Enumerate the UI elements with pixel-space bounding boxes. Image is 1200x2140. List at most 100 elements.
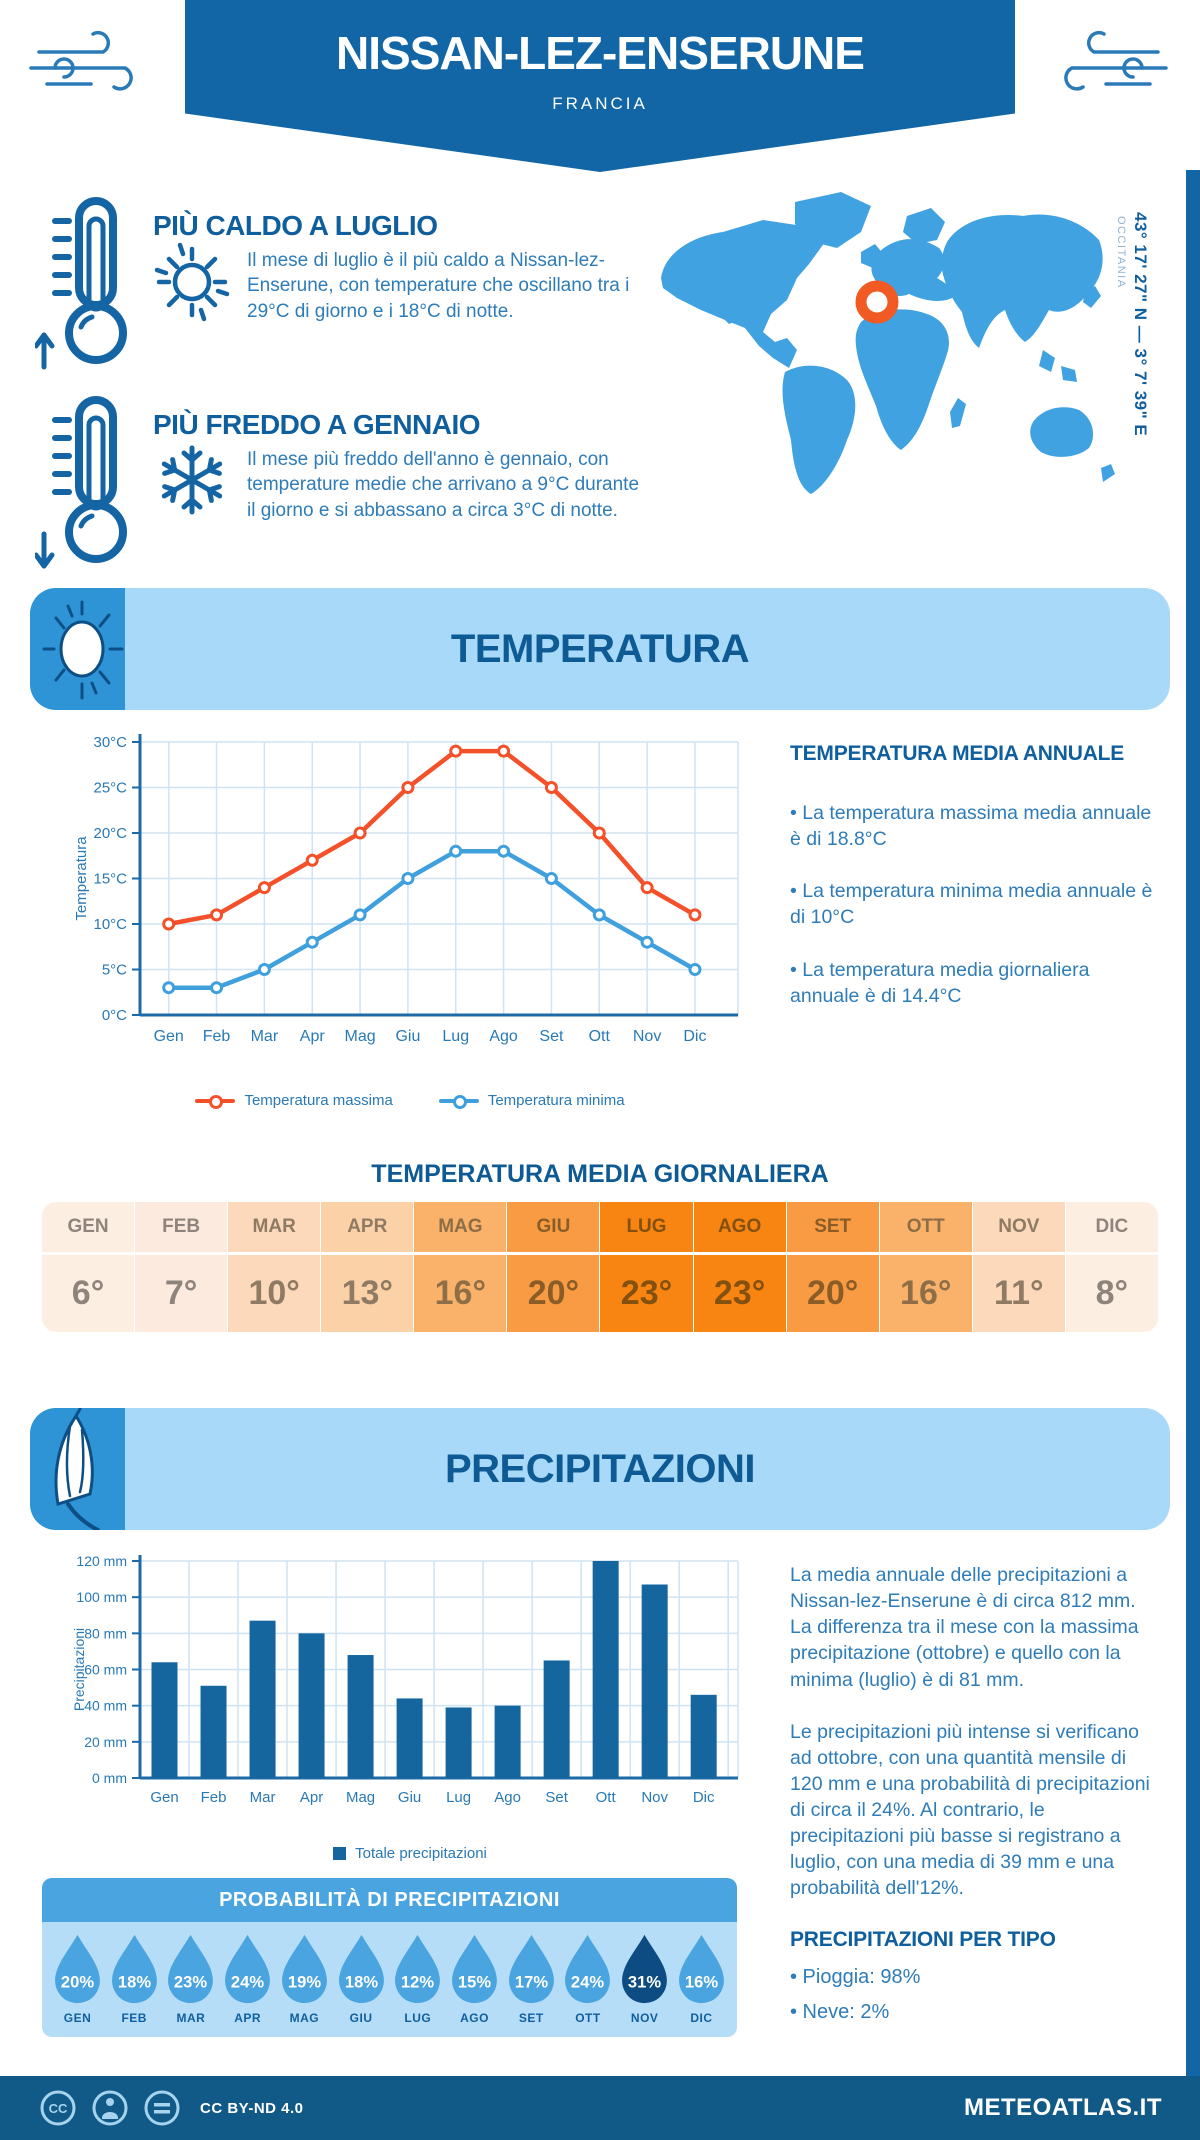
legend-item: Temperatura minima xyxy=(438,1092,625,1109)
table-value-cell: 23° xyxy=(600,1255,693,1332)
wind-icon xyxy=(1064,30,1168,91)
table-month-cell: AGO xyxy=(693,1202,786,1252)
sun-icon xyxy=(154,242,230,322)
svg-text:24%: 24% xyxy=(231,1973,264,1992)
raindrop-icon: 23% xyxy=(168,1934,214,2004)
raindrop-icon: 16% xyxy=(678,1934,724,2004)
svg-text:Ago: Ago xyxy=(489,1028,518,1045)
cold-text: Il mese più freddo dell'anno è gennaio, … xyxy=(247,449,640,521)
table-value-cell: 7° xyxy=(135,1255,228,1332)
warm-title: PIÙ CALDO A LUGLIO xyxy=(153,210,438,242)
probability-drop: 18% GIU xyxy=(334,1932,389,2025)
svg-text:12%: 12% xyxy=(401,1973,434,1992)
table-month-cell: GIU xyxy=(507,1202,600,1252)
probability-drop: 23% MAR xyxy=(163,1932,218,2025)
svg-text:18%: 18% xyxy=(118,1973,151,1992)
svg-text:Giu: Giu xyxy=(395,1028,420,1045)
probability-drop: 12% LUG xyxy=(390,1932,445,2025)
svg-text:Mag: Mag xyxy=(346,1789,375,1806)
probability-panel: PROBABILITÀ DI PRECIPITAZIONI 20% GEN 18% F… xyxy=(42,1878,737,2037)
table-month-cell: OTT xyxy=(879,1202,972,1252)
no-derivatives-icon xyxy=(144,2090,180,2126)
precipitation-chart-block: 0 mm 20 mm 40 mm 60 mm 80 mm 100 mm 120 mm Gen F… xyxy=(70,1543,750,1862)
warm-text: Il mese di luglio è il più caldo a Nissa… xyxy=(247,250,630,322)
svg-text:120 mm: 120 mm xyxy=(76,1553,127,1569)
svg-text:20%: 20% xyxy=(61,1973,94,1992)
page-subtitle: FRANCIA xyxy=(552,94,648,113)
coordinates-vertical: 43° 17' 27" N — 3° 7' 39" E OCCITANIA xyxy=(1112,212,1150,692)
svg-text:Ott: Ott xyxy=(589,1028,611,1045)
cc-icon: CC xyxy=(40,2090,76,2126)
header-banner: NISSAN-LEZ-ENSERUNE FRANCIA xyxy=(185,0,1015,172)
svg-text:15%: 15% xyxy=(458,1973,491,1992)
table-value-cell: 11° xyxy=(972,1255,1065,1332)
svg-text:Mar: Mar xyxy=(251,1028,279,1045)
svg-text:Dic: Dic xyxy=(683,1028,706,1045)
table-value-cell: 20° xyxy=(507,1255,600,1332)
temperature-section-banner: TEMPERATURA xyxy=(30,588,1170,710)
attribution-icon xyxy=(92,2090,128,2126)
raindrop-icon: 31% xyxy=(622,1934,668,2004)
precipitation-types-bullets: • Pioggia: 98% • Neve: 2% xyxy=(790,1964,1162,2026)
svg-text:18%: 18% xyxy=(345,1973,378,1992)
brand-label: METEOATLAS.IT xyxy=(963,2094,1162,2121)
annual-temperature-block: TEMPERATURA MEDIA ANNUALE • La temperatu… xyxy=(790,742,1162,1035)
table-month-cell: MAR xyxy=(228,1202,321,1252)
svg-text:16%: 16% xyxy=(685,1973,718,1992)
wind-icon xyxy=(29,30,133,91)
table-value-cell: 16° xyxy=(414,1255,507,1332)
svg-text:Apr: Apr xyxy=(300,1028,326,1045)
table-month-cell: MAG xyxy=(414,1202,507,1252)
raindrop-icon: 18% xyxy=(338,1934,384,2004)
svg-text:60 mm: 60 mm xyxy=(84,1662,127,1678)
cold-month-highlight: PIÙ FREDDO A GENNAIO Il mese più freddo … xyxy=(35,382,650,592)
precipitation-types-title: PRECIPITAZIONI PER TIPO xyxy=(790,1928,1056,1951)
table-month-cell: APR xyxy=(321,1202,414,1252)
umbrella-banner-icon-box xyxy=(30,1407,125,1532)
legend-item: Temperatura massima xyxy=(195,1092,393,1109)
svg-text:0 mm: 0 mm xyxy=(92,1770,127,1786)
raindrop-icon: 24% xyxy=(225,1934,271,2004)
table-value-cell: 6° xyxy=(42,1255,135,1332)
text-paragraph: Le precipitazioni più intense si verific… xyxy=(790,1720,1150,1900)
table-month-cell: SET xyxy=(786,1202,879,1252)
region-label: OCCITANIA xyxy=(1115,216,1127,289)
raindrop-icon: 19% xyxy=(281,1934,327,2004)
svg-text:Precipitazioni: Precipitazioni xyxy=(71,1628,87,1711)
svg-text:25°C: 25°C xyxy=(93,780,127,797)
raindrop-icon: 15% xyxy=(452,1934,497,2004)
thermometer-down-icon xyxy=(35,396,127,569)
svg-text:30°C: 30°C xyxy=(93,734,127,751)
temperature-section-title: TEMPERATURA xyxy=(450,626,750,671)
svg-text:15°C: 15°C xyxy=(93,871,127,888)
probability-drop: 18% FEB xyxy=(107,1932,162,2025)
probability-drop: 20% GEN xyxy=(50,1932,105,2025)
daily-average-table: GEN FEB MAR APR MAG GIU LUG AGO SET OTT NOV DIC 6° 7°… xyxy=(42,1202,1158,1332)
svg-text:20 mm: 20 mm xyxy=(84,1734,127,1750)
svg-text:0°C: 0°C xyxy=(102,1007,127,1024)
page-title: NISSAN-LEZ-ENSERUNE xyxy=(336,27,865,79)
svg-text:Nov: Nov xyxy=(641,1789,668,1806)
svg-text:Mar: Mar xyxy=(250,1789,276,1806)
table-value-cell: 16° xyxy=(879,1255,972,1332)
svg-text:17%: 17% xyxy=(515,1973,548,1992)
svg-text:Temperatura: Temperatura xyxy=(73,836,90,921)
svg-text:10°C: 10°C xyxy=(93,916,127,933)
table-month-cell: DIC xyxy=(1065,1202,1158,1252)
svg-text:Feb: Feb xyxy=(203,1028,231,1045)
thermometer-up-icon xyxy=(35,197,127,370)
table-value-cell: 23° xyxy=(693,1255,786,1332)
snowflake-icon xyxy=(161,445,223,515)
sun-banner-icon xyxy=(42,600,124,700)
svg-text:40 mm: 40 mm xyxy=(84,1698,127,1714)
svg-text:Set: Set xyxy=(539,1028,564,1045)
svg-text:Ott: Ott xyxy=(596,1789,617,1806)
table-month-cell: FEB xyxy=(135,1202,228,1252)
svg-text:24%: 24% xyxy=(571,1973,604,1992)
svg-text:31%: 31% xyxy=(628,1973,661,1992)
raindrop-icon: 12% xyxy=(395,1934,441,2004)
probability-drop: 19% MAG xyxy=(277,1932,332,2025)
table-value-cell: 8° xyxy=(1065,1255,1158,1332)
text-paragraph: La media annuale delle precipitazioni a … xyxy=(790,1564,1139,1691)
probability-drop: 17% SET xyxy=(504,1932,559,2025)
